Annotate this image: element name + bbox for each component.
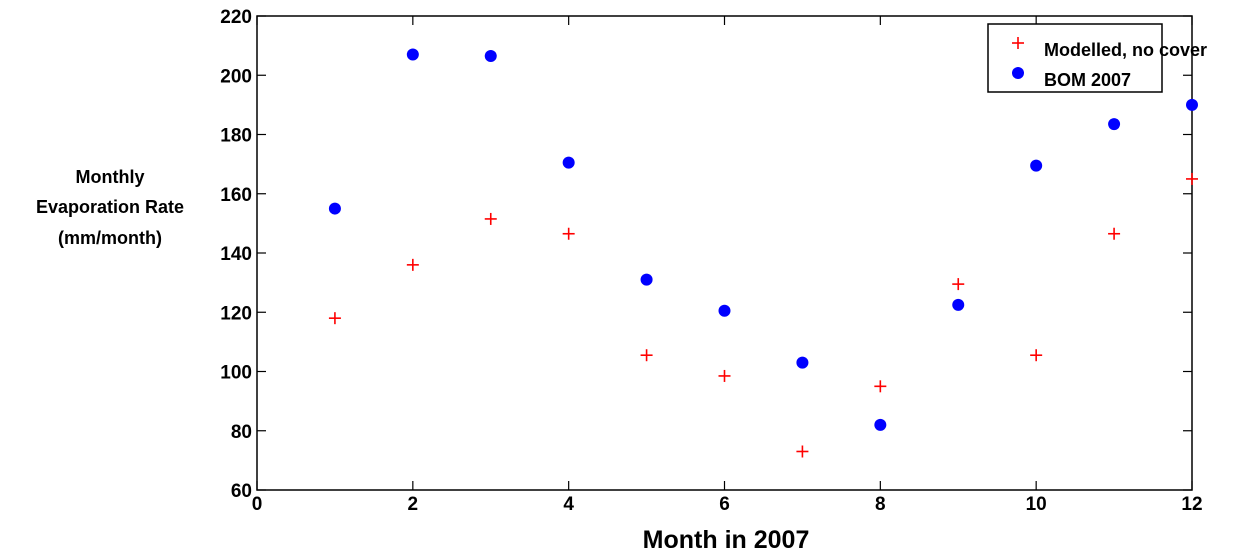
y-tick-label: 200: [220, 66, 252, 87]
y-tick-label: 180: [220, 126, 252, 147]
data-point-plus: [1108, 227, 1121, 240]
y-axis-label-line-2: Evaporation Rate: [36, 197, 184, 217]
data-point-plus: [718, 369, 731, 382]
data-point-circle: [952, 298, 965, 311]
data-point-plus: [1030, 349, 1043, 362]
y-tick-label: 160: [220, 185, 252, 206]
data-point-circle: [1186, 98, 1198, 111]
data-point-circle: [328, 202, 341, 215]
y-tick-label: 220: [220, 7, 252, 28]
x-tick-label: 12: [1181, 494, 1202, 515]
x-tick-label: 0: [252, 494, 263, 515]
legend-box: [987, 23, 1163, 93]
data-point-circle: [1108, 118, 1121, 131]
data-point-circle: [718, 304, 731, 317]
y-axis-label: Monthly Evaporation Rate (mm/month): [36, 167, 184, 248]
legend: Modelled, no cover BOM 2007: [987, 23, 1207, 93]
y-axis-label-line-1: Monthly: [76, 167, 145, 187]
y-axis-label-line-3: (mm/month): [58, 228, 162, 248]
x-axis-label: Month in 2007: [643, 526, 810, 552]
x-axis: 0 2 4 6 8 10 12: [252, 16, 1203, 515]
data-point-circle: [1030, 159, 1043, 172]
data-point-circle: [640, 273, 653, 286]
x-tick-label: 6: [719, 494, 730, 515]
data-point-plus: [484, 212, 497, 225]
data-point-plus: [640, 349, 653, 362]
data-series: [328, 48, 1198, 458]
legend-marker-bom: [1012, 67, 1024, 79]
data-point-plus: [328, 312, 341, 325]
x-tick-label: 2: [408, 494, 419, 515]
data-point-plus: [796, 445, 809, 458]
x-tick-label: 10: [1026, 494, 1047, 515]
series-modelled: [328, 172, 1198, 458]
y-tick-label: 100: [220, 363, 252, 384]
series-bom: [328, 48, 1198, 431]
y-axis: 60 80 100 120 140 160 180 200 220: [220, 7, 1192, 502]
data-point-circle: [874, 418, 887, 431]
y-tick-label: 120: [220, 303, 252, 324]
legend-label-modelled: Modelled, no cover: [1044, 40, 1207, 60]
x-tick-label: 4: [563, 494, 574, 515]
data-point-circle: [484, 49, 497, 62]
y-tick-label: 60: [231, 481, 252, 502]
y-tick-label: 140: [220, 244, 252, 265]
data-point-circle: [796, 356, 809, 369]
data-point-plus: [1186, 172, 1198, 185]
data-point-plus: [406, 258, 419, 271]
x-tick-label: 8: [875, 494, 886, 515]
y-tick-label: 80: [231, 422, 252, 443]
legend-marker-modelled: [1012, 37, 1024, 49]
data-point-plus: [952, 278, 965, 291]
data-point-circle: [562, 156, 575, 169]
data-point-circle: [406, 48, 419, 61]
data-point-plus: [562, 227, 575, 240]
legend-label-bom: BOM 2007: [1044, 70, 1131, 90]
data-point-plus: [874, 380, 887, 393]
